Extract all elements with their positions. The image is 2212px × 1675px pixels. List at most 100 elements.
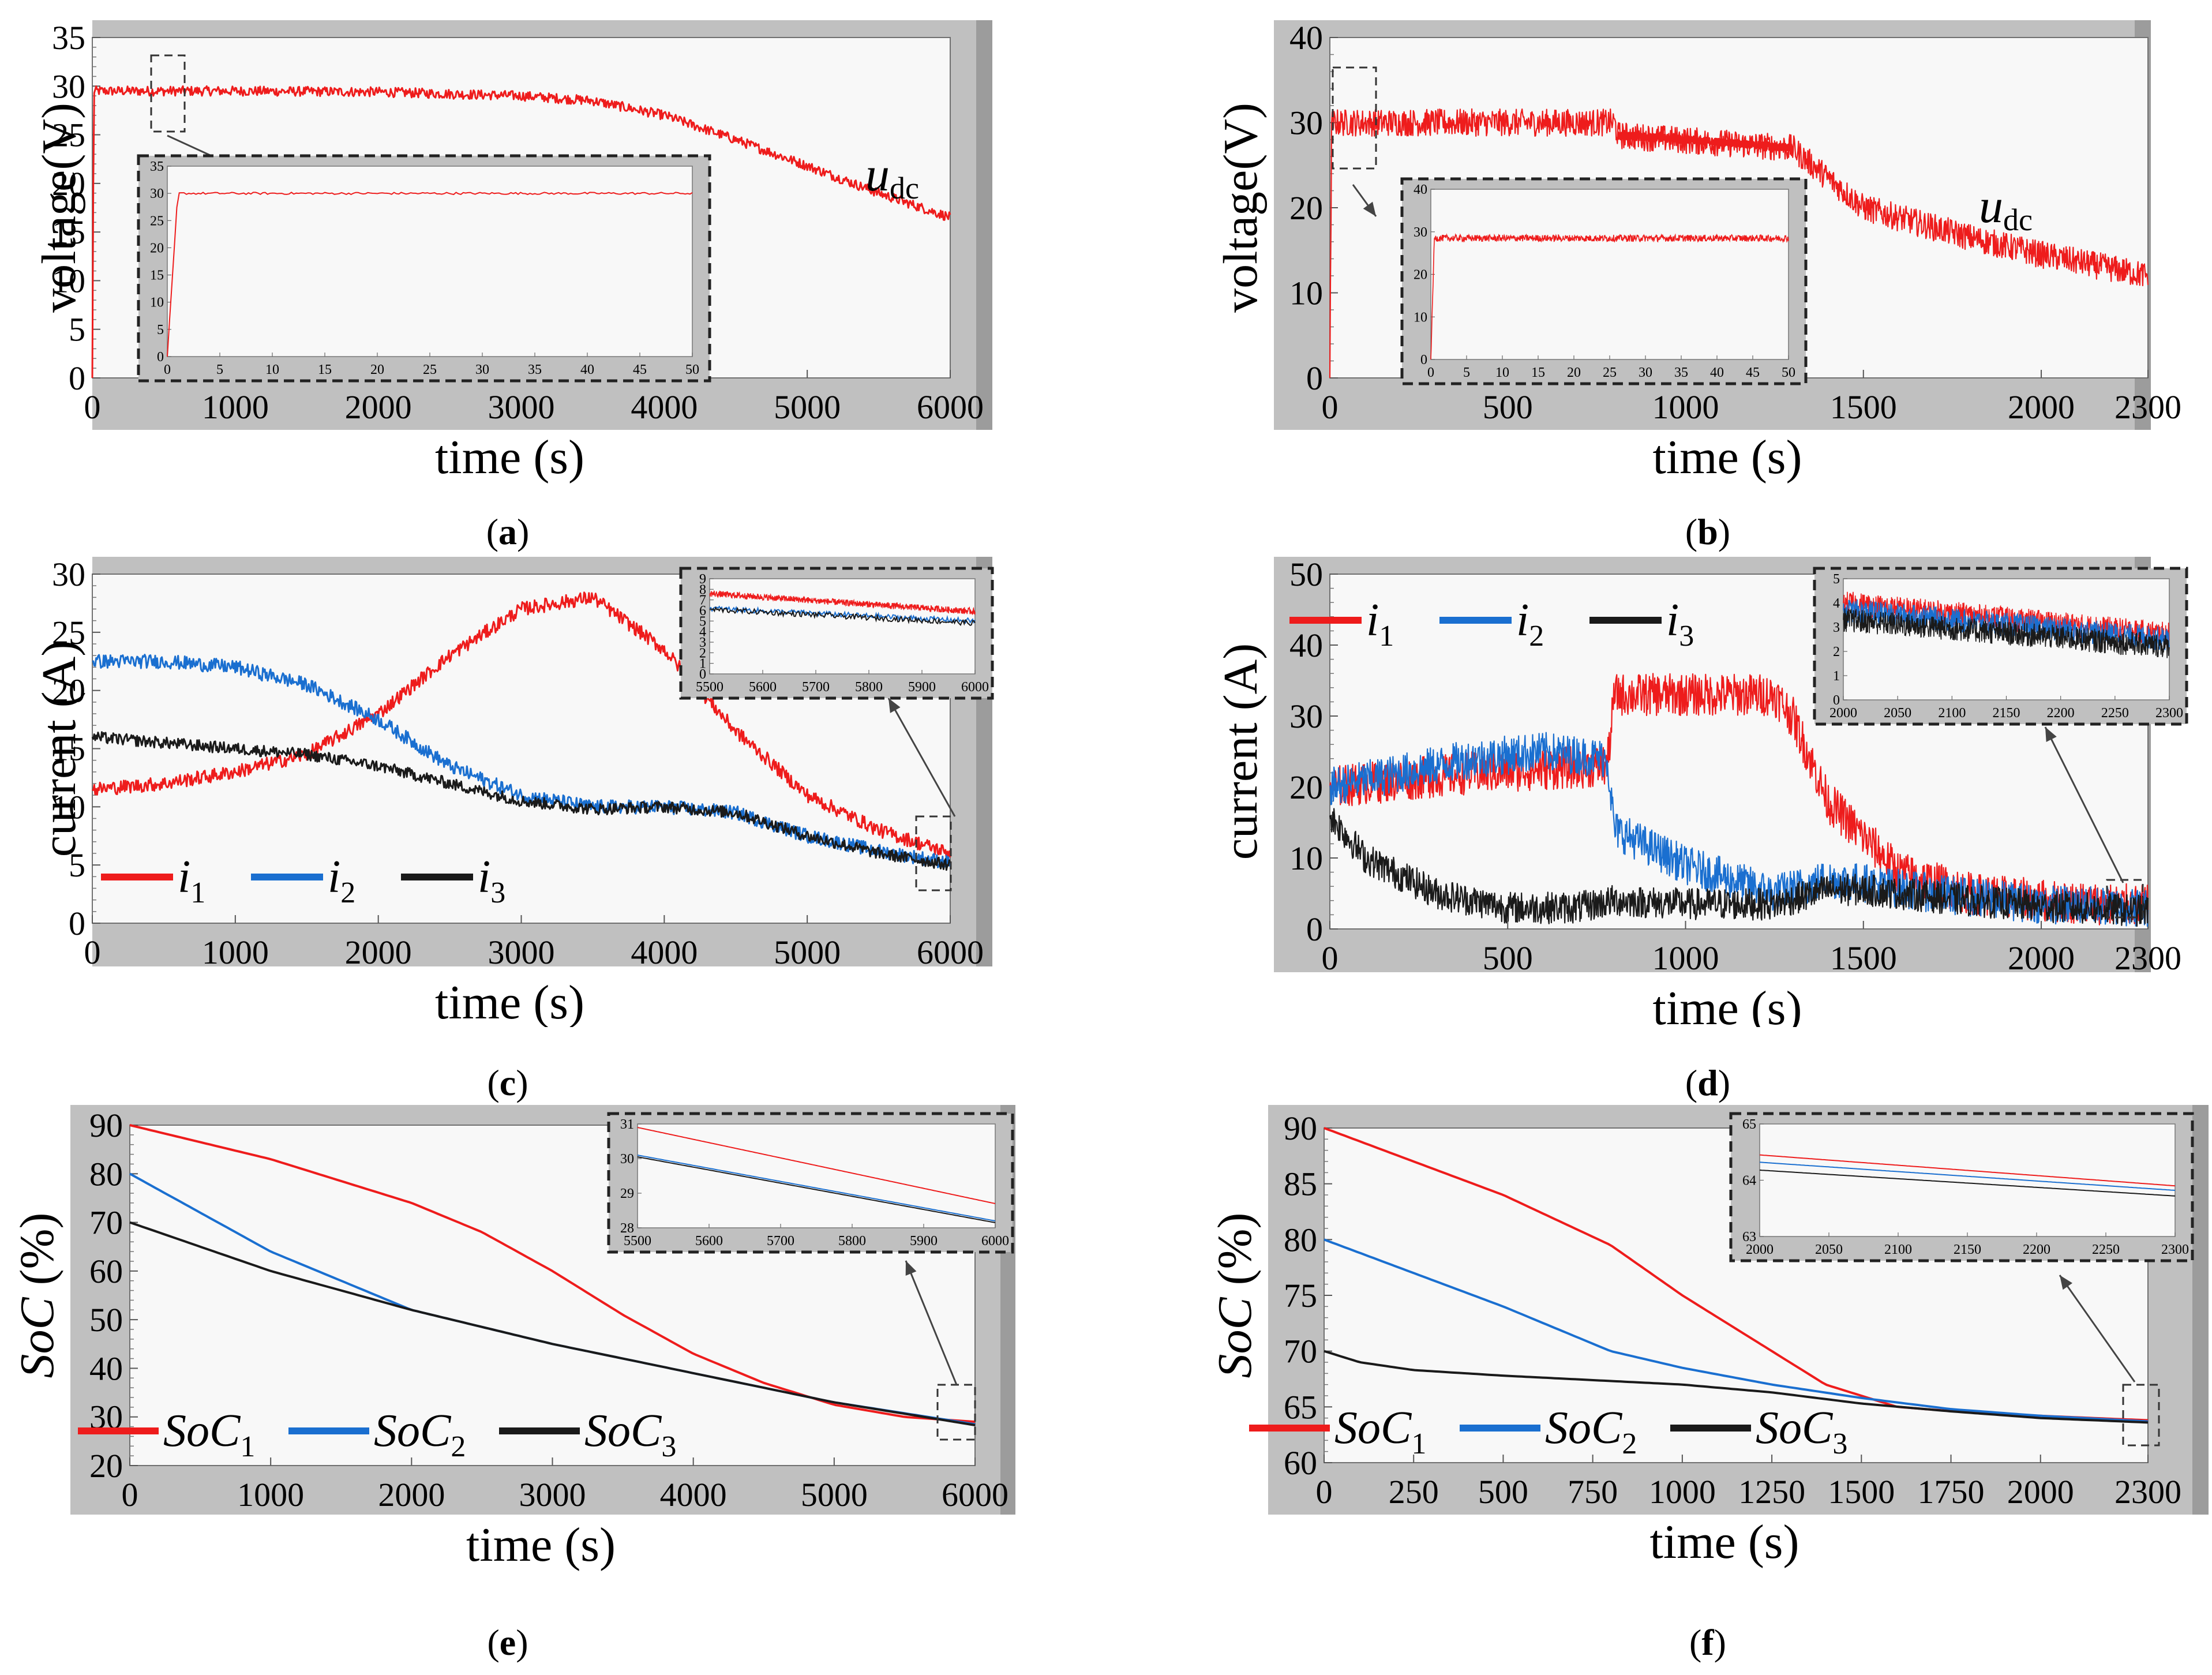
inset-y-tick-label: 15 <box>150 268 164 283</box>
y-tick-label: 20 <box>52 672 85 710</box>
inset-x-tick-label: 10 <box>1495 365 1509 380</box>
zoom-region-box <box>150 54 186 133</box>
legend-label-main: SoC <box>1756 1403 1834 1453</box>
y-tick-label: 0 <box>1306 359 1323 397</box>
y-tick-label: 10 <box>1289 275 1323 312</box>
inset-y-tick-label: 35 <box>150 159 164 174</box>
x-axis-title: time (s) <box>1653 981 1802 1027</box>
y-axis-title: current (A) <box>32 640 86 857</box>
inset-plot-area <box>709 578 976 675</box>
inset-y-tick-label: 2 <box>1833 644 1840 659</box>
inset-y-tick-label: 30 <box>1414 225 1427 240</box>
y-axis-title: SoC (%) <box>10 1213 64 1378</box>
caption-d: (d) <box>1685 1062 1731 1103</box>
inset-x-tick-label: 2000 <box>1829 706 1857 721</box>
caption-c: (c) <box>487 1062 528 1103</box>
legend-label-main: i <box>1516 595 1529 646</box>
legend-label-main: SoC <box>1545 1403 1623 1453</box>
inset-y-tick-label: 3 <box>699 635 706 650</box>
y-tick-label: 10 <box>52 788 85 826</box>
inset-y-tick-label: 20 <box>1414 268 1427 283</box>
series-line-u_dc <box>91 85 951 379</box>
legend-label-3: SoC3 <box>584 1406 676 1463</box>
legend-label-1: SoC1 <box>163 1406 255 1463</box>
inset-y-tick-label: 25 <box>150 213 164 228</box>
y-tick-label: 50 <box>89 1301 123 1339</box>
chart-panel-f: 60 65 70 75 80 85 90 0 250 500 750 1000 1250 1500 1750… <box>1208 1105 2209 1569</box>
x-tick-label: 1750 <box>1918 1473 1985 1511</box>
x-tick-label: 0 <box>1322 388 1339 426</box>
inset-y-tick-label: 9 <box>699 572 706 587</box>
legend-label-3: i3 <box>1666 595 1694 653</box>
inset-y-tick-label: 1 <box>699 657 706 672</box>
legend-label-main: SoC <box>584 1406 662 1456</box>
y-tick-label: 70 <box>1284 1333 1317 1370</box>
x-tick-label: 1000 <box>202 934 269 971</box>
zoom-arrow-head <box>888 698 901 713</box>
y-axis-title-rest: (%) <box>10 1213 64 1298</box>
y-tick-label: 60 <box>89 1253 123 1290</box>
inset-plot-area <box>167 166 693 357</box>
inset-y-tick-label: 0 <box>157 350 164 365</box>
inset-x-tick-label: 20 <box>1567 365 1581 380</box>
inset-series-line-1 <box>709 590 976 616</box>
series-label-main: u <box>865 148 890 201</box>
zoom-arrow-line <box>2059 1275 2136 1382</box>
inset-plot-area <box>1759 1123 2176 1237</box>
y-tick-label: 0 <box>69 905 85 942</box>
caption-f: (f) <box>1689 1622 1726 1663</box>
inset-x-tick-label: 0 <box>164 362 171 377</box>
inset-y-tick-label: 5 <box>1833 572 1840 587</box>
legend-label-sub: 2 <box>1529 620 1544 653</box>
inset-y-tick-label: 8 <box>699 582 706 597</box>
legend-label-main: SoC <box>1334 1403 1412 1453</box>
x-tick-label: 2000 <box>345 388 412 426</box>
inset-x-tick-label: 5800 <box>838 1234 866 1249</box>
y-axis-title-main: SoC <box>10 1296 64 1378</box>
legend-label-main: i <box>178 852 190 902</box>
inset-y-tick-label: 40 <box>1414 182 1427 197</box>
inset-x-tick-label: 10 <box>265 362 279 377</box>
x-tick-label: 0 <box>1316 1473 1333 1511</box>
y-tick-label: 30 <box>52 556 85 593</box>
inset-y-tick-label: 4 <box>1833 596 1840 611</box>
inset-x-tick-label: 50 <box>685 362 699 377</box>
series-label-main: u <box>1979 179 2003 233</box>
y-tick-label: 85 <box>1284 1166 1317 1203</box>
legend-label-2: i2 <box>328 852 355 909</box>
inset-x-tick-label: 15 <box>1531 365 1545 380</box>
inset-x-tick-label: 25 <box>1603 365 1617 380</box>
x-axis-title: time (s) <box>1650 1515 1799 1569</box>
inset-x-tick-label: 2300 <box>2155 706 2183 721</box>
inset-series-line-2 <box>637 1155 996 1221</box>
x-axis-title: time (s) <box>435 430 584 484</box>
inset-x-tick-label: 15 <box>318 362 332 377</box>
frame-scrollbar <box>976 20 992 430</box>
x-tick-label: 5000 <box>801 1476 868 1513</box>
inset-y-tick-label: 3 <box>1833 620 1840 635</box>
inset-x-tick-label: 30 <box>1639 365 1652 380</box>
x-tick-label: 5000 <box>774 388 841 426</box>
x-tick-label: 0 <box>122 1476 138 1513</box>
x-tick-label: 2000 <box>378 1476 445 1513</box>
x-tick-label: 1000 <box>1652 939 1719 977</box>
inset-x-tick-label: 5 <box>1463 365 1470 380</box>
series-line-SoC3 <box>1324 1350 2149 1424</box>
y-tick-label: 70 <box>89 1204 123 1242</box>
legend-label-sub: 2 <box>1622 1427 1637 1460</box>
zoom-arrow-head <box>1363 201 1376 216</box>
inset-x-tick-label: 5 <box>216 362 223 377</box>
y-tick-label: 65 <box>1284 1388 1317 1426</box>
inset-series-line-3 <box>1759 1169 2176 1197</box>
series-line-SoC1 <box>129 1124 976 1423</box>
frame-scrollbar <box>2192 1105 2209 1515</box>
y-tick-label: 20 <box>1289 189 1323 227</box>
y-tick-label: 30 <box>1289 698 1323 735</box>
x-tick-label: 1000 <box>1652 388 1719 426</box>
y-tick-label: 25 <box>52 614 85 651</box>
x-tick-label: 4000 <box>631 934 698 971</box>
inset-y-tick-label: 10 <box>1414 310 1427 325</box>
legend-label-main: i <box>478 852 490 902</box>
y-tick-label: 20 <box>89 1447 123 1485</box>
inset-x-tick-label: 5900 <box>908 680 936 695</box>
